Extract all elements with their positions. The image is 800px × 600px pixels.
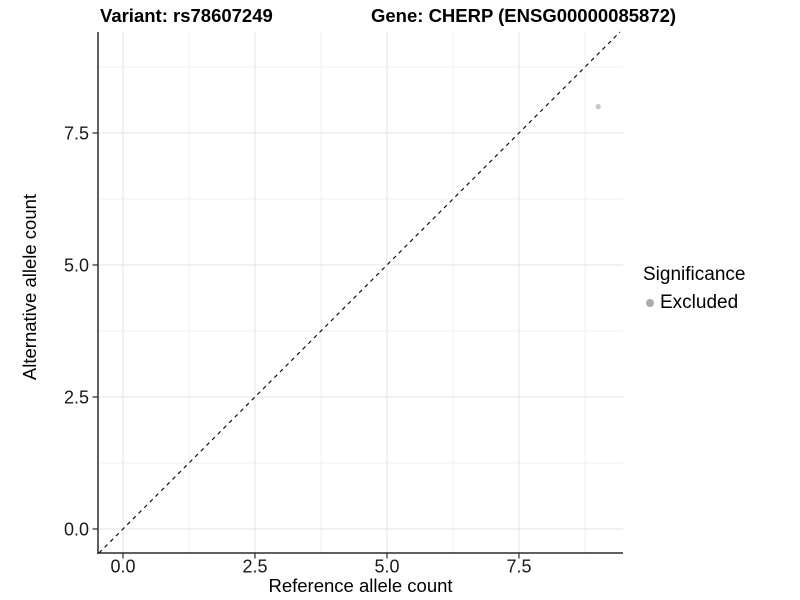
legend: Significance Excluded [643,264,745,314]
data-points [595,104,601,110]
y-tick-label: 5.0 [64,255,89,275]
legend-title: Significance [643,264,746,285]
x-tick-label: 7.5 [506,557,531,577]
major-gridlines [98,32,623,553]
x-tick-label: 0.0 [110,557,135,577]
x-axis-title: Reference allele count [268,575,453,596]
x-tick-label: 5.0 [374,557,399,577]
identity-dashed-line [98,31,621,554]
y-axis-title: Alternative allele count [19,193,40,381]
legend-item-label: Excluded [660,291,739,313]
y-tick-label: 0.0 [64,519,89,539]
y-tick-labels: 0.0 2.5 5.0 7.5 [64,124,89,540]
x-tick-label: 2.5 [242,557,267,577]
legend-key-circle-icon [646,298,654,307]
y-tick-label: 7.5 [64,124,89,144]
plot-title-variant: Variant: rs78607249 [100,5,273,26]
legend-item: Excluded [643,292,745,314]
minor-gridlines [98,32,623,553]
x-tick-labels: 0.0 2.5 5.0 7.5 [110,557,531,577]
axis-lines [97,32,623,554]
identity-line [98,31,621,554]
plot-title-gene: Gene: CHERP (ENSG00000085872) [371,5,677,26]
y-tick-label: 2.5 [64,387,89,407]
axis-tick-marks [92,132,520,559]
data-point [595,104,601,110]
